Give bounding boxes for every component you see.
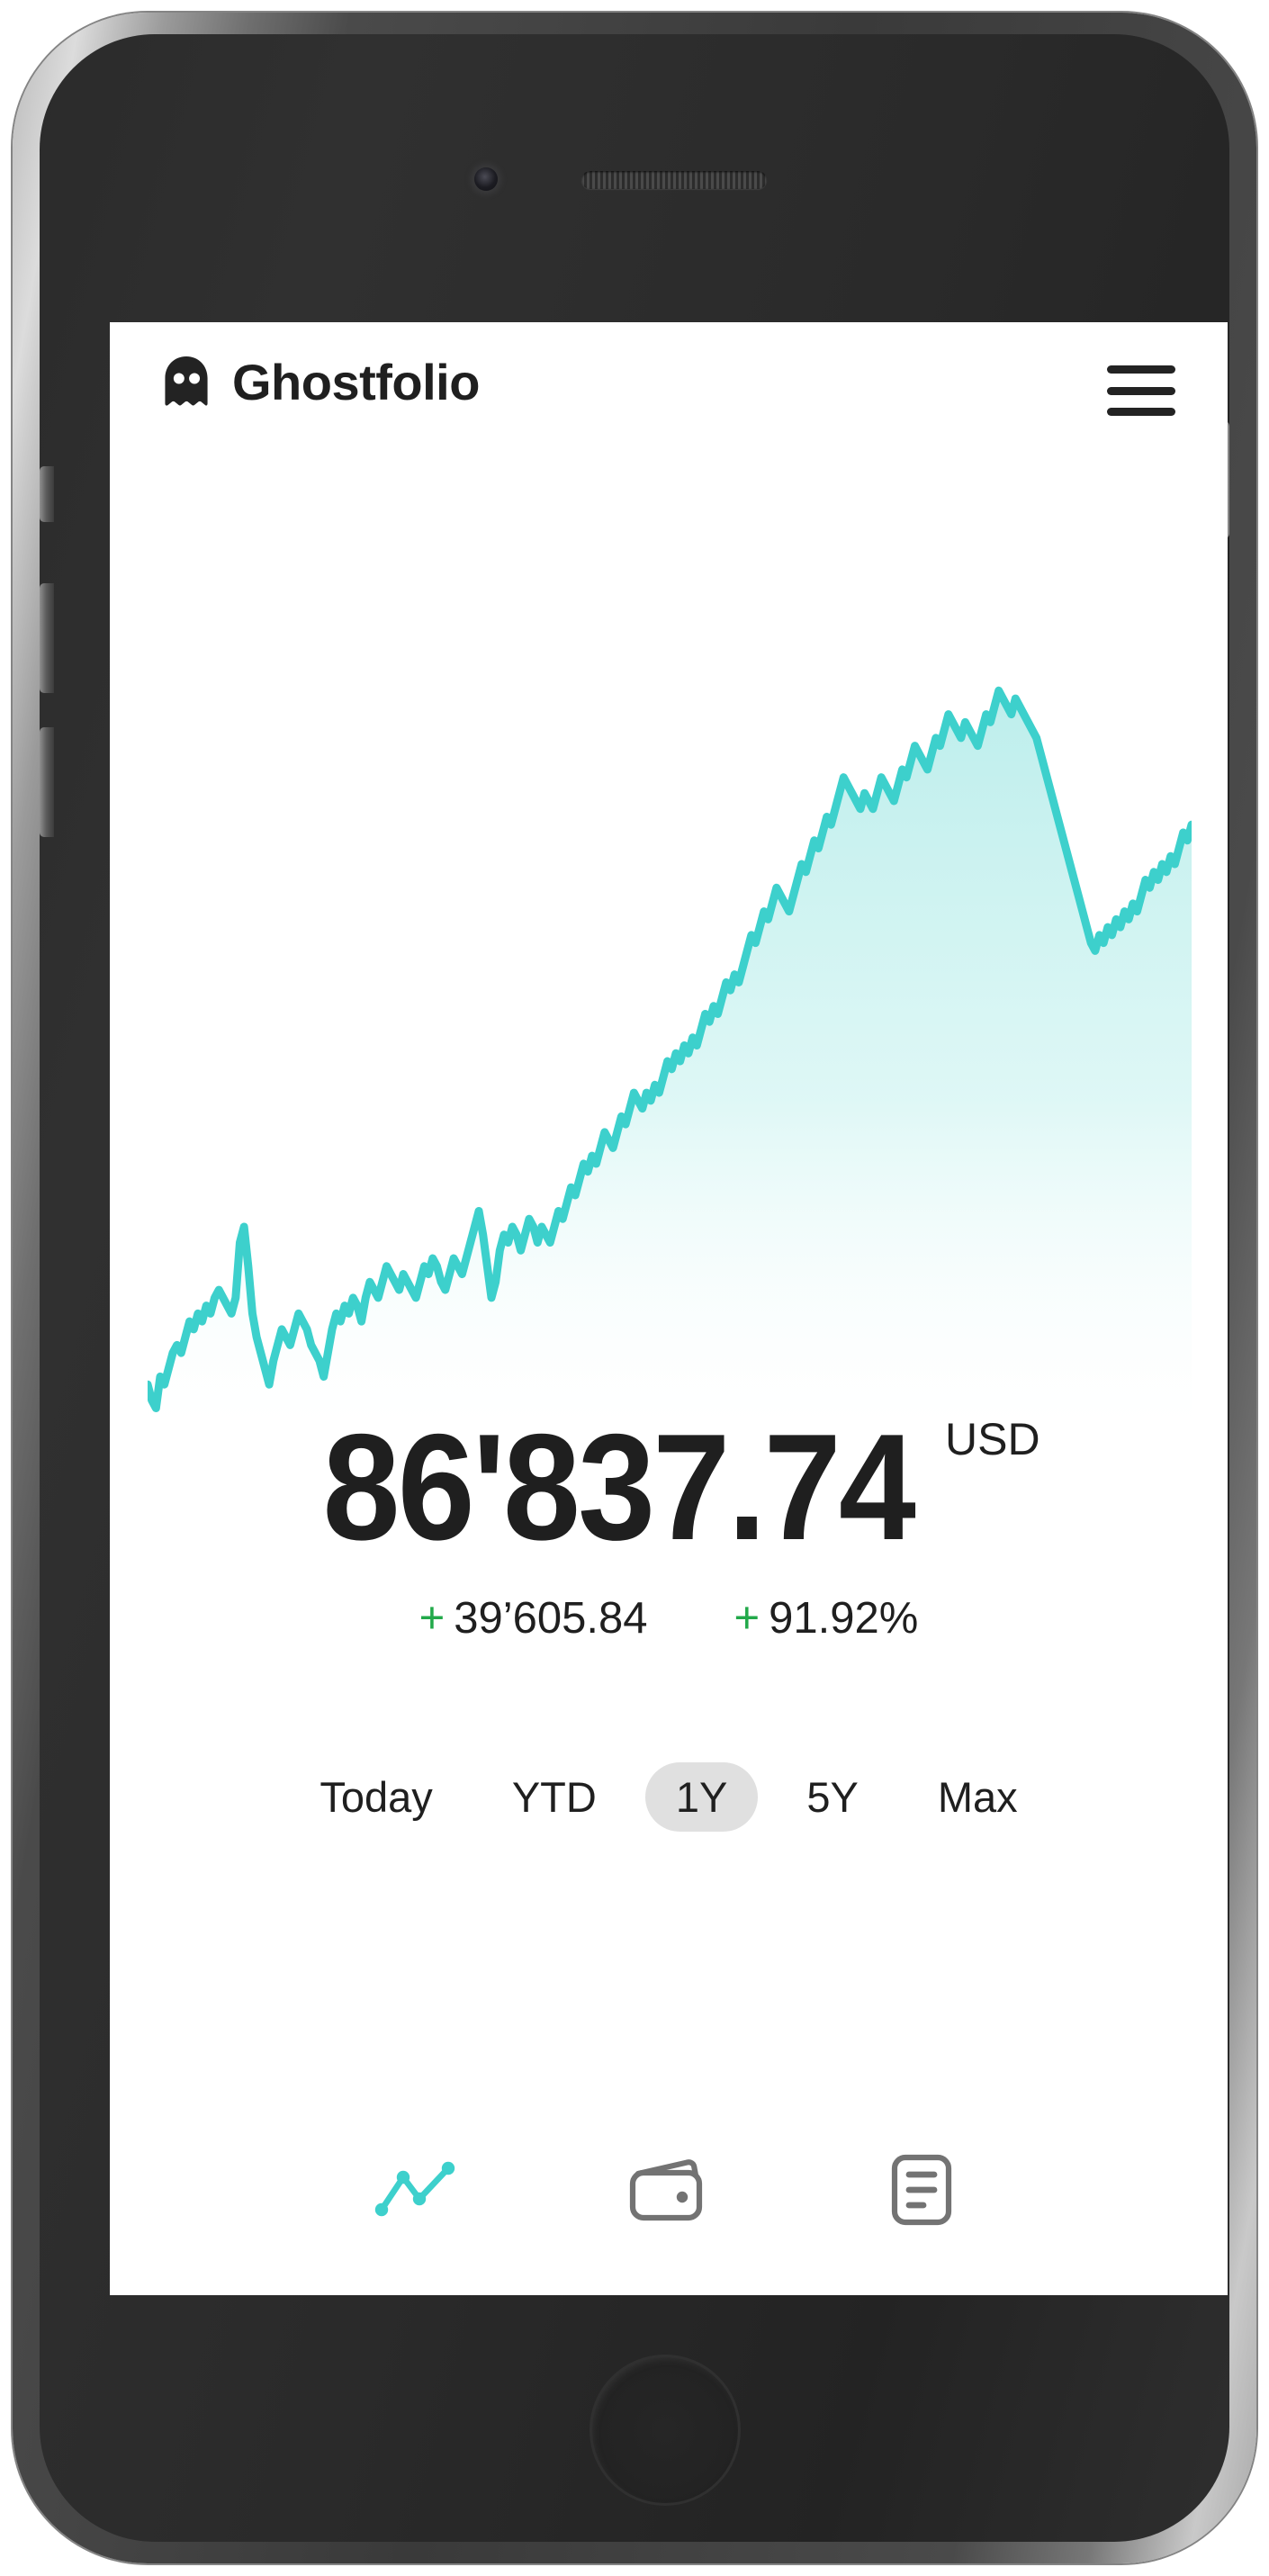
portfolio-value-block: 86'837.74 USD +39’605.84 +91.92% — [110, 1411, 1228, 1644]
range-tab-today[interactable]: Today — [320, 1773, 433, 1821]
menu-bar-3 — [1107, 408, 1175, 416]
phone-frame: Ghostfolio — [13, 13, 1256, 2563]
range-tab-ytd[interactable]: YTD — [511, 1773, 597, 1821]
home-button[interactable] — [590, 2355, 741, 2506]
hamburger-menu-icon[interactable] — [1107, 365, 1175, 416]
nav-item-overview[interactable] — [368, 2147, 464, 2233]
volume-up-button[interactable] — [40, 583, 54, 693]
change-percent: +91.92% — [734, 1593, 919, 1644]
brand-name: Ghostfolio — [232, 354, 480, 410]
menu-bar-2 — [1107, 386, 1175, 395]
portfolio-change-row: +39’605.84 +91.92% — [110, 1593, 1228, 1644]
range-tab-5y[interactable]: 5Y — [806, 1773, 859, 1821]
change-absolute: +39’605.84 — [419, 1593, 648, 1644]
portfolio-currency: USD — [945, 1414, 1040, 1464]
chart-svg — [148, 686, 1192, 1429]
range-tab-1y[interactable]: 1Y — [644, 1762, 759, 1833]
phone-body: Ghostfolio — [40, 34, 1229, 2542]
ear-speaker-grille — [581, 171, 767, 189]
range-tab-max[interactable]: Max — [937, 1773, 1018, 1821]
date-range-tabs: Today YTD 1Y 5Y Max — [110, 1762, 1228, 1833]
wallet-icon — [629, 2159, 703, 2221]
analytics-line-chart-icon — [374, 2161, 455, 2217]
menu-bar-1 — [1107, 365, 1175, 374]
change-absolute-sign: + — [418, 1594, 446, 1643]
nav-item-summary[interactable] — [874, 2147, 969, 2233]
mute-switch-button[interactable] — [40, 466, 54, 522]
ghost-icon — [165, 356, 208, 406]
app-header: Ghostfolio — [110, 322, 1228, 448]
phone-screen: Ghostfolio — [110, 322, 1228, 2295]
value-row: 86'837.74 USD — [297, 1411, 1040, 1563]
volume-down-button[interactable] — [40, 727, 54, 837]
change-absolute-value: 39’605.84 — [454, 1594, 648, 1643]
bottom-navigation-bar — [110, 2131, 1228, 2248]
chart-area-fill — [148, 690, 1192, 1429]
nav-item-wallet[interactable] — [621, 2147, 716, 2233]
brand-logo-group[interactable]: Ghostfolio — [160, 355, 480, 410]
portfolio-performance-chart[interactable] — [110, 619, 1228, 1429]
change-percent-value: 91.92% — [769, 1594, 919, 1643]
front-camera-icon — [474, 167, 498, 191]
summary-document-icon — [891, 2154, 952, 2226]
change-percent-sign: + — [734, 1594, 760, 1643]
chart-line — [148, 686, 1192, 1412]
portfolio-total-value: 86'837.74 — [322, 1402, 916, 1572]
